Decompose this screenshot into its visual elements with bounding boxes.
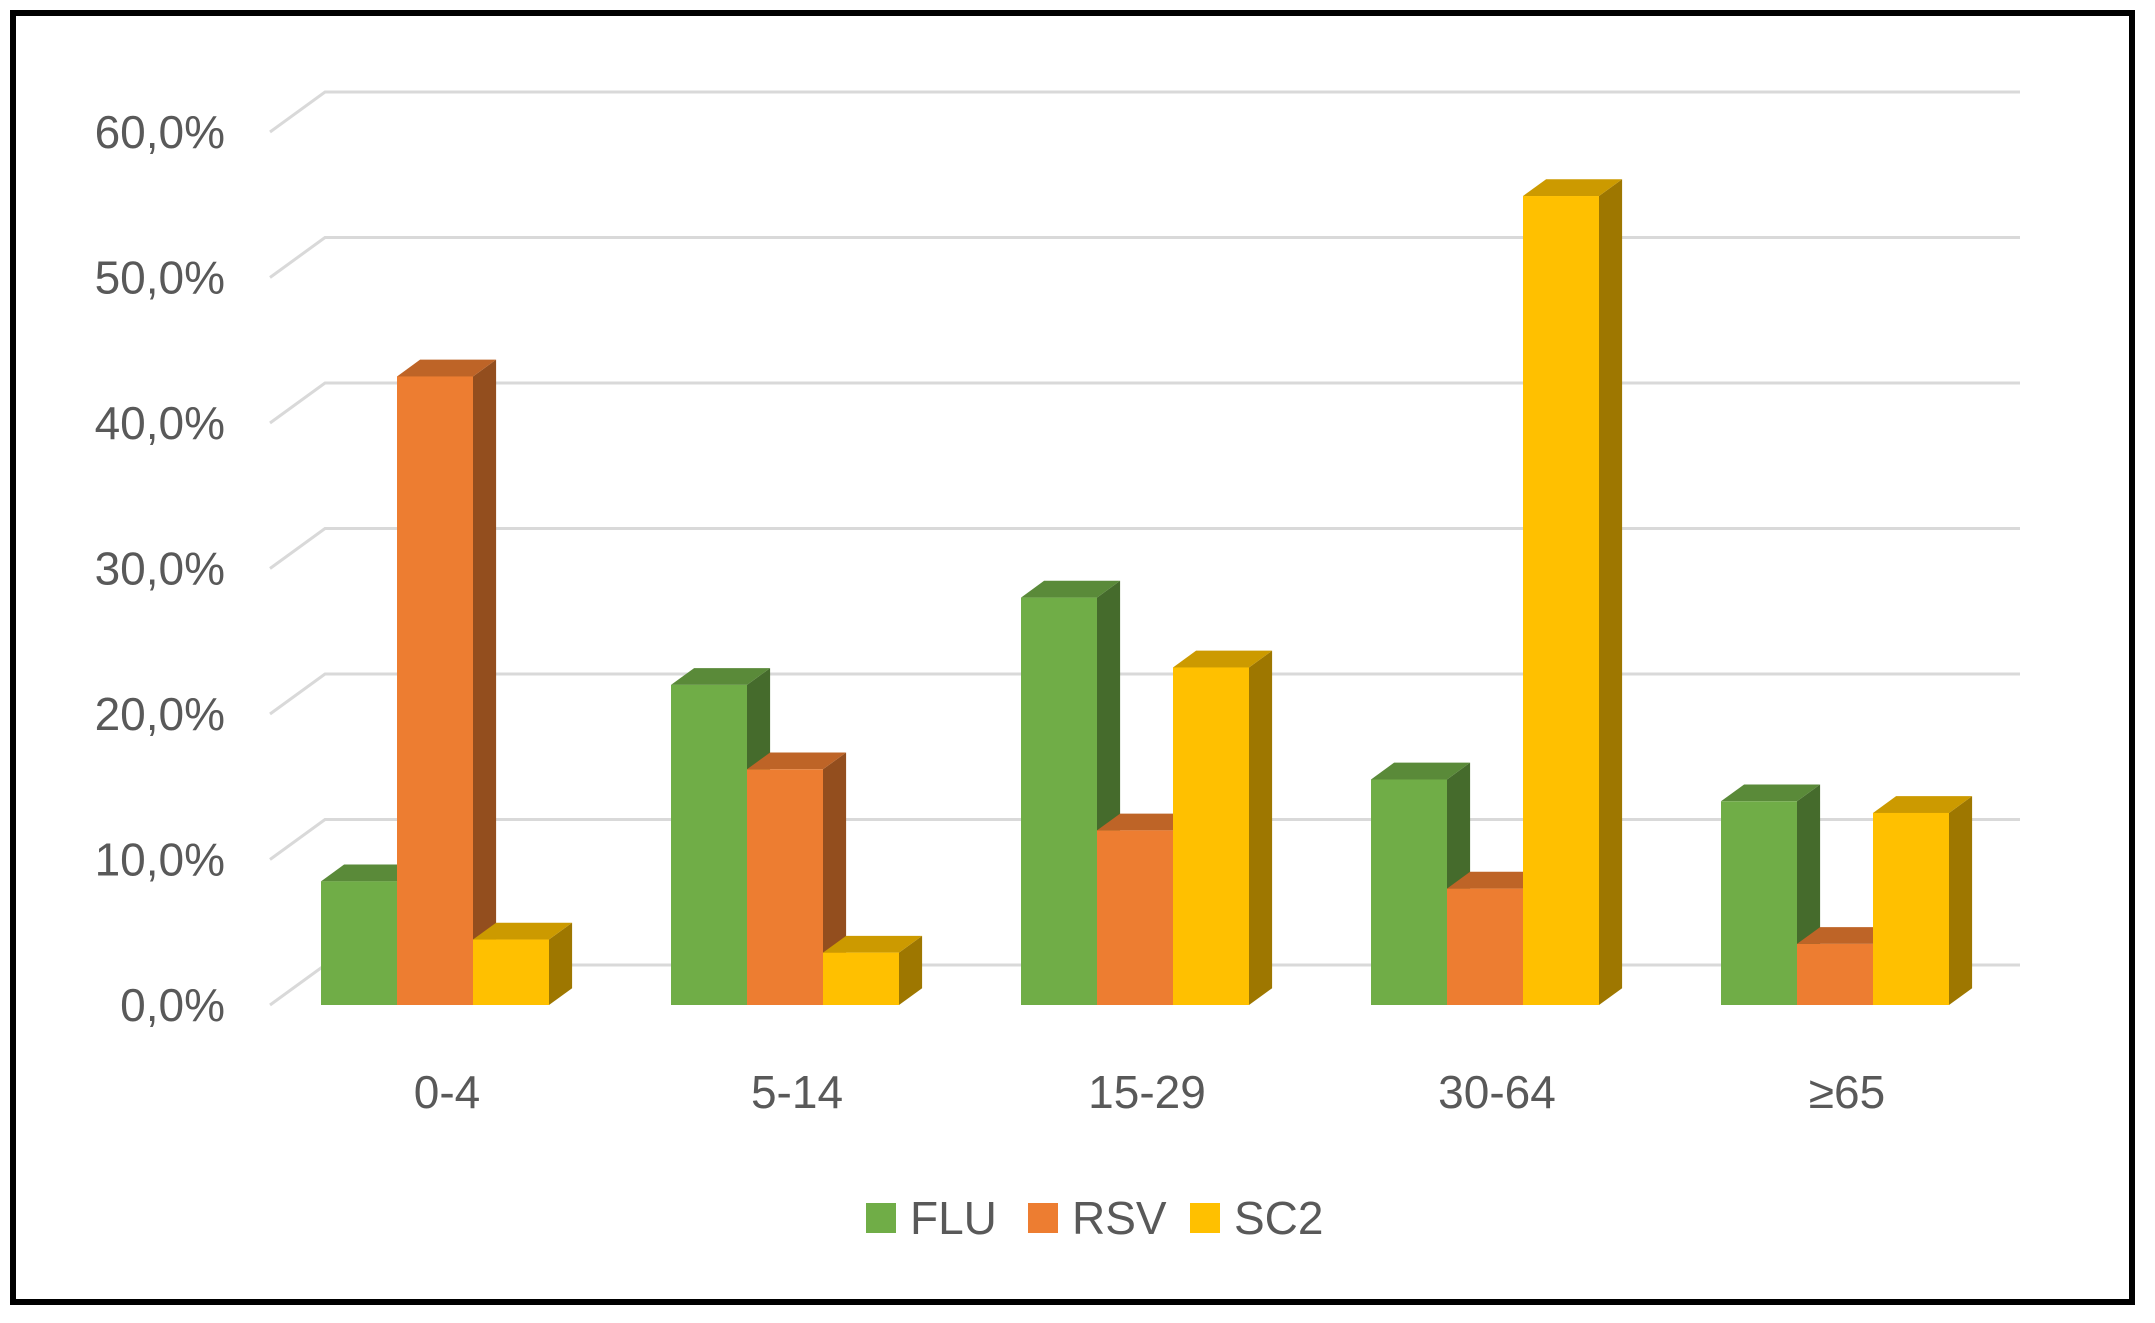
- bar-front-face: [321, 881, 397, 1005]
- y-tick-label: 40,0%: [95, 397, 225, 449]
- bar-front-face: [1097, 830, 1173, 1005]
- bar-front-face: [1873, 812, 1949, 1005]
- bar-flu-3: [1371, 762, 1471, 1005]
- bar-top-face: [1371, 762, 1471, 780]
- legend-swatch: [1028, 1203, 1058, 1233]
- bar-top-face: [1097, 813, 1197, 831]
- bar-front-face: [473, 939, 549, 1005]
- gridline: [269, 381, 2020, 425]
- y-tick-label: 60,0%: [95, 106, 225, 158]
- bar-flu-4: [1721, 784, 1821, 1005]
- y-tick-label: 10,0%: [95, 834, 225, 886]
- bar-top-face: [671, 668, 771, 685]
- legend-label: SC2: [1234, 1192, 1323, 1244]
- gridline: [269, 90, 2020, 134]
- bar-rsv-0: [397, 359, 497, 1005]
- bar-top-face: [1523, 179, 1623, 197]
- bar-front-face: [1173, 667, 1249, 1005]
- x-tick-label: ≥65: [1809, 1066, 1885, 1118]
- bar-top-face: [1873, 796, 1973, 813]
- bar-side-face: [899, 935, 923, 1005]
- bar-front-face: [1721, 801, 1797, 1005]
- legend-item-sc2: SC2: [1190, 1192, 1323, 1244]
- legend: FLU RSV SC2: [866, 1192, 1323, 1244]
- bars: [321, 179, 1973, 1006]
- bar-top-face: [1797, 927, 1897, 944]
- bar-front-face: [397, 376, 473, 1005]
- bar-front-face: [1797, 943, 1873, 1005]
- bar-top-face: [1173, 650, 1273, 668]
- legend-label: FLU: [910, 1192, 997, 1244]
- gridline: [269, 527, 2020, 570]
- bar-top-face: [473, 922, 573, 940]
- gridline: [269, 672, 2020, 716]
- bar-front-face: [747, 769, 823, 1005]
- bar-top-face: [397, 359, 497, 377]
- bar-sc2-4: [1873, 796, 1973, 1005]
- bar-top-face: [823, 935, 923, 953]
- legend-swatch: [1190, 1203, 1220, 1233]
- bar-front-face: [1371, 779, 1447, 1005]
- bar-side-face: [549, 922, 573, 1005]
- gridline: [269, 236, 2020, 279]
- bar-side-face: [1599, 179, 1623, 1006]
- bar-top-face: [1447, 871, 1547, 889]
- bar-side-face: [473, 359, 497, 1005]
- bar-sc2-2: [1173, 650, 1273, 1005]
- x-axis-category-labels: 0-4 5-14 15-29 30-64 ≥65: [414, 1066, 1885, 1118]
- bar-flu-2: [1021, 580, 1121, 1005]
- y-tick-label: 30,0%: [95, 543, 225, 595]
- bar-front-face: [1523, 196, 1599, 1005]
- y-tick-label: 0,0%: [120, 979, 225, 1031]
- bar-top-face: [1021, 580, 1121, 598]
- bar-front-face: [671, 684, 747, 1005]
- legend-swatch: [866, 1203, 896, 1233]
- bar-top-face: [321, 864, 421, 882]
- legend-item-rsv: RSV: [1028, 1192, 1167, 1244]
- bar-front-face: [823, 952, 899, 1005]
- legend-item-flu: FLU: [866, 1192, 997, 1244]
- bar-sc2-0: [473, 922, 573, 1005]
- y-tick-label: 20,0%: [95, 688, 225, 740]
- bar-side-face: [1949, 796, 1973, 1005]
- bar-front-face: [1447, 888, 1523, 1005]
- bar-top-face: [1721, 784, 1821, 802]
- bar-side-face: [1249, 650, 1273, 1005]
- x-tick-label: 0-4: [414, 1066, 480, 1118]
- x-tick-label: 30-64: [1438, 1066, 1556, 1118]
- y-tick-label: 50,0%: [95, 252, 225, 304]
- legend-label: RSV: [1072, 1192, 1167, 1244]
- x-tick-label: 5-14: [751, 1066, 843, 1118]
- x-tick-label: 15-29: [1088, 1066, 1206, 1118]
- bar-front-face: [1021, 597, 1097, 1005]
- bar-sc2-1: [823, 935, 923, 1005]
- y-axis-tick-labels: 0,0% 10,0% 20,0% 30,0% 40,0% 50,0% 60,0%: [95, 106, 225, 1031]
- bar-sc2-3: [1523, 179, 1623, 1006]
- bar-top-face: [747, 752, 847, 770]
